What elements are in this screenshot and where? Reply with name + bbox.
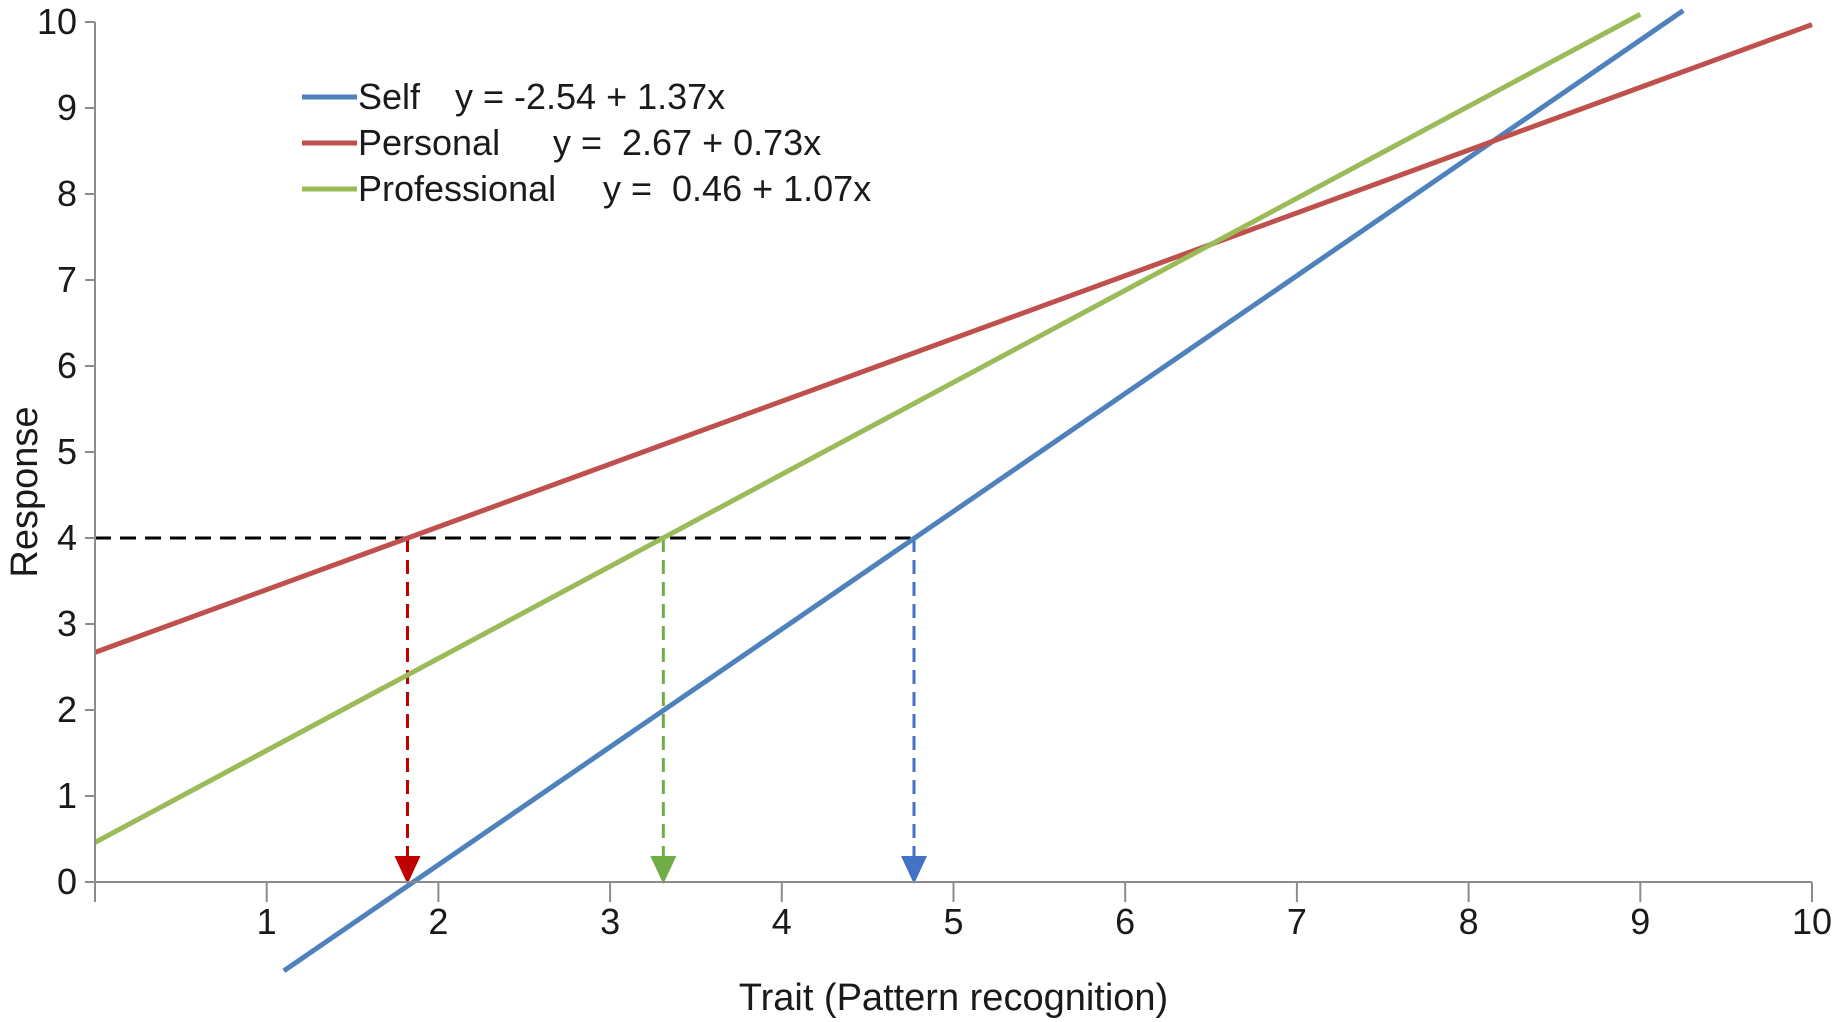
y-tick-label: 1 (57, 775, 77, 816)
legend-entry: Self y = -2.54 + 1.37x (302, 76, 725, 117)
y-tick-label: 10 (37, 1, 77, 42)
y-tick-label: 6 (57, 345, 77, 386)
y-tick-label: 5 (57, 431, 77, 472)
x-tick-label: 7 (1287, 901, 1307, 942)
y-tick-label: 8 (57, 173, 77, 214)
arrowhead-personal (394, 856, 421, 884)
drop-lines (95, 536, 928, 884)
x-tick-label: 3 (600, 901, 620, 942)
legend: Self y = -2.54 + 1.37x Personal y = 2.67 + … (302, 76, 871, 209)
legend-series-name: Self (358, 76, 421, 117)
arrowhead-self (901, 856, 928, 884)
y-tick-label: 7 (57, 259, 77, 300)
x-tick-label: 9 (1630, 901, 1650, 942)
x-tick-label: 6 (1115, 901, 1135, 942)
series-line-self (282, 8, 1685, 973)
series-line-professional (93, 12, 1642, 845)
x-tick-label: 1 (257, 901, 277, 942)
axes (94, 22, 1812, 883)
legend-equation: y = 0.46 + 1.07x (603, 168, 871, 209)
x-tick-label: 2 (428, 901, 448, 942)
y-tick-label: 3 (57, 603, 77, 644)
x-tick-label: 5 (943, 901, 963, 942)
y-tick-label: 0 (57, 861, 77, 902)
arrowhead-professional (650, 856, 677, 884)
x-tick-label: 4 (772, 901, 792, 942)
legend-entry: Personal y = 2.67 + 0.73x (302, 122, 821, 163)
y-axis-label: Response (4, 406, 46, 577)
legend-series-name: Personal (358, 122, 500, 163)
y-tick-label: 9 (57, 87, 77, 128)
y-tick-label: 2 (57, 689, 77, 730)
x-axis-label: Trait (Pattern recognition) (739, 977, 1168, 1019)
y-tick-label: 4 (57, 517, 77, 558)
x-tick-label: 10 (1792, 901, 1832, 942)
legend-equation: y = 2.67 + 0.73x (553, 122, 821, 163)
x-tick-label: 8 (1459, 901, 1479, 942)
ticks: 0 1 2 3 4 5 6 7 8 9 10 1 2 3 4 5 6 7 8 9 10 (37, 1, 1832, 942)
legend-entry: Professional y = 0.46 + 1.07x (302, 168, 871, 209)
series-lines (93, 8, 1813, 973)
legend-series-name: Professional (358, 168, 556, 209)
series-line-personal (94, 22, 1813, 655)
legend-equation: y = -2.54 + 1.37x (455, 76, 725, 117)
